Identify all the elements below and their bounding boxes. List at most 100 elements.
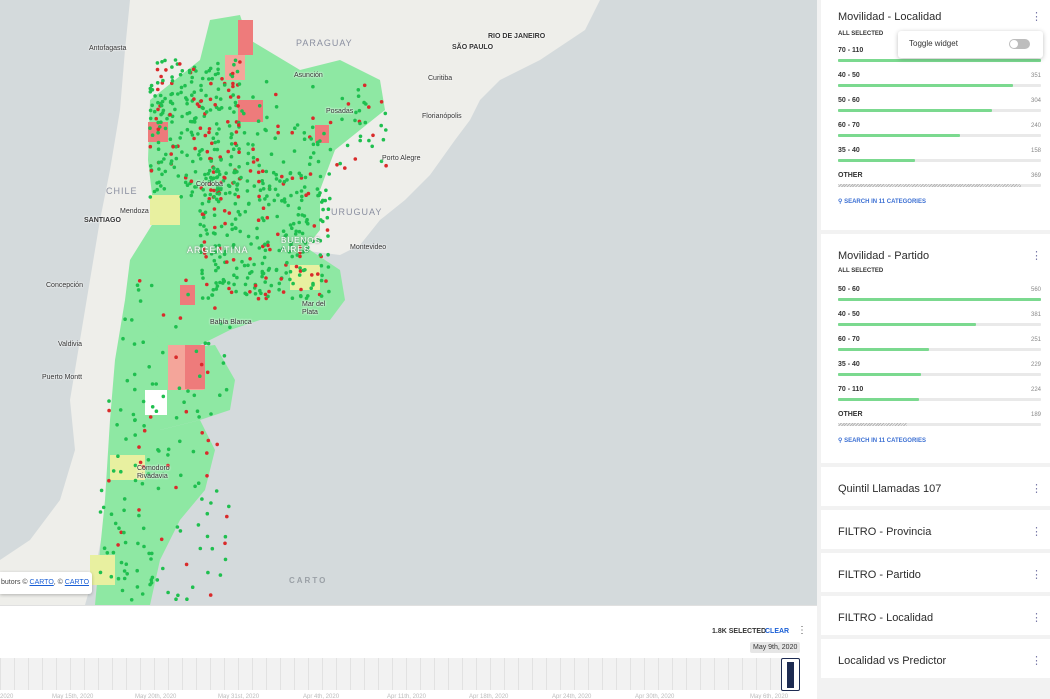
widget-menu-icon[interactable]: ⋮ (1031, 655, 1042, 667)
map-data-point (308, 172, 313, 176)
widget-menu-icon[interactable]: ⋮ (1031, 483, 1042, 495)
map-data-point (262, 218, 266, 223)
collapsed-widget[interactable]: FILTRO - Localidad ⋮ (821, 596, 1050, 635)
timeline-gridline (448, 658, 449, 690)
map-data-point (156, 147, 161, 151)
map-data-point (184, 409, 189, 414)
map-data-point (148, 195, 153, 199)
map-data-point (299, 189, 304, 193)
category-bar-fill (838, 373, 922, 376)
widget-menu-icon[interactable]: ⋮ (1031, 526, 1042, 538)
widget-menu-icon[interactable]: ⋮ (1031, 250, 1042, 262)
map-data-point (257, 179, 261, 184)
map-data-point (209, 252, 214, 256)
timeline-gridline (224, 658, 225, 690)
category-row[interactable]: 35 - 40 229 (821, 354, 1050, 379)
category-row[interactable]: 60 - 70 251 (821, 329, 1050, 354)
category-row[interactable]: 35 - 40 158 (821, 140, 1050, 165)
search-categories-link[interactable]: ⚲ SEARCH IN 11 CATEGORIES (821, 429, 1050, 463)
map-data-point (295, 123, 300, 127)
map-data-point (147, 551, 151, 556)
map-data-point (305, 248, 310, 253)
widget-menu-icon[interactable]: ⋮ (1031, 11, 1042, 23)
map-data-point (215, 442, 219, 447)
map-data-point (227, 211, 232, 215)
map-data-point (170, 79, 175, 83)
map-data-point (285, 260, 289, 265)
map-data-point (245, 161, 250, 166)
map-data-point (204, 110, 209, 114)
map-data-point (267, 289, 271, 294)
timeline-menu-icon[interactable]: ⋮ (797, 625, 807, 636)
map-data-point (215, 147, 220, 152)
map-data-point (277, 248, 282, 253)
widget-menu-icon[interactable]: ⋮ (1031, 569, 1042, 581)
map-data-point (229, 154, 234, 159)
search-categories-link[interactable]: ⚲ SEARCH IN 11 CATEGORIES (821, 190, 1050, 224)
map-data-point (207, 127, 212, 131)
map-data-point (319, 263, 324, 268)
map-data-point (155, 61, 160, 65)
map-data-point (235, 187, 239, 192)
toggle-widget-switch[interactable] (1009, 39, 1030, 49)
map-data-point (174, 156, 179, 161)
category-row[interactable]: 50 - 60 560 (821, 279, 1050, 304)
map-data-point (224, 387, 229, 392)
map-data-point (200, 148, 204, 152)
map-data-point (199, 362, 204, 367)
map-data-point (225, 260, 229, 264)
attribution-link-carto[interactable]: CARTO (29, 579, 54, 586)
label-argentina: ARGENTINA (187, 245, 249, 255)
map-data-point (245, 179, 250, 183)
map-data-point (130, 318, 134, 322)
timeline-gridline (336, 658, 337, 690)
map-data-point (256, 296, 261, 301)
category-row[interactable]: OTHER 189 (821, 404, 1050, 429)
category-value: 229 (1030, 362, 1041, 368)
category-row[interactable]: OTHER 369 (821, 165, 1050, 190)
map-data-point (362, 83, 367, 88)
attribution-link-carto-2[interactable]: CARTO (64, 579, 90, 586)
collapsed-widget[interactable]: Localidad vs Predictor ⋮ (821, 639, 1050, 678)
map-data-point (233, 201, 238, 206)
map-data-point (206, 570, 210, 575)
map-data-point (201, 247, 206, 251)
map-data-point (281, 229, 286, 233)
timeline-gridline (28, 658, 29, 690)
collapsed-widget[interactable]: FILTRO - Provincia ⋮ (821, 510, 1050, 549)
map-data-point (199, 83, 203, 88)
map-data-point (152, 189, 157, 194)
timeline-histogram[interactable] (0, 658, 800, 690)
category-row[interactable]: 70 - 110 224 (821, 379, 1050, 404)
map-data-point (161, 313, 166, 317)
map-data-point (245, 189, 250, 193)
map-data-point (204, 254, 208, 259)
map-data-point (154, 382, 158, 386)
map-data-point (320, 273, 324, 278)
timeline-clear-button[interactable]: CLEAR (765, 628, 790, 635)
map-data-point (184, 96, 188, 100)
category-row[interactable]: 40 - 50 351 (821, 65, 1050, 90)
timeline-range-handle[interactable] (781, 658, 800, 691)
category-row[interactable]: 70 - 110 (821, 40, 1050, 65)
widgets-sidebar[interactable]: Movilidad - Localidad ⋮ ALL SELECTED 70 … (817, 0, 1050, 699)
map-data-point (213, 103, 217, 107)
map-data-point (185, 127, 190, 132)
map-data-point (154, 116, 158, 121)
collapsed-widget[interactable]: FILTRO - Partido ⋮ (821, 553, 1050, 592)
map-data-point (161, 350, 165, 355)
map-data-point (225, 233, 229, 237)
map-data-point (156, 100, 160, 105)
widget-menu-icon[interactable]: ⋮ (1031, 612, 1042, 624)
category-row[interactable]: 40 - 50 381 (821, 304, 1050, 329)
timeline-gridline (588, 658, 589, 690)
map-data-point (150, 551, 154, 556)
map-data-point (219, 197, 223, 201)
map-data-point (318, 238, 323, 243)
map-data-point (310, 125, 315, 130)
map-canvas[interactable]: PARAGUAY CHILE URUGUAY ARGENTINA BUENOS … (0, 0, 817, 605)
collapsed-widget[interactable]: Quintil Llamadas 107 ⋮ (821, 467, 1050, 506)
category-row[interactable]: 50 - 60 304 (821, 90, 1050, 115)
map-data-point (226, 149, 230, 154)
category-row[interactable]: 60 - 70 240 (821, 115, 1050, 140)
